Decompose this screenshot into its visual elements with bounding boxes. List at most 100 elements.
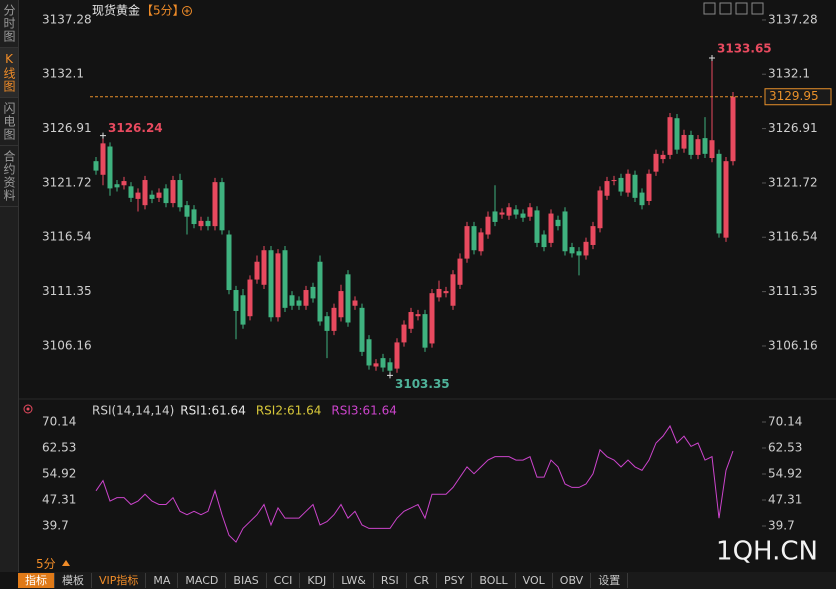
candle-body — [142, 180, 148, 206]
candle-body — [660, 154, 666, 160]
y-tick-label: 70.14 — [42, 415, 76, 429]
candle-body — [429, 293, 435, 344]
candle-body — [212, 182, 218, 227]
candle-body — [149, 194, 155, 199]
candle-body — [576, 251, 582, 256]
toolbar-item[interactable]: PSY — [437, 573, 473, 588]
y-tick-label-right: 3116.54 — [768, 230, 818, 244]
window-controls[interactable] — [703, 2, 764, 15]
toolbar-item[interactable]: 模板 — [55, 573, 92, 588]
candle-body — [156, 192, 162, 198]
candle-body — [233, 290, 239, 311]
candle-body — [611, 180, 617, 182]
candle-body — [254, 261, 260, 280]
toolbar-item[interactable]: RSI — [374, 573, 407, 588]
candle-body — [457, 258, 463, 285]
y-tick-label-right: 3106.16 — [768, 338, 818, 352]
candle-body — [716, 153, 722, 234]
panel-icon-dot — [26, 407, 30, 411]
candle-body — [401, 324, 407, 343]
toolbar-item[interactable]: CR — [407, 573, 438, 588]
toolbar-item[interactable]: BOLL — [472, 573, 516, 588]
toolbar-item[interactable]: BIAS — [226, 573, 267, 588]
add-icon[interactable] — [182, 6, 192, 16]
candle-body — [569, 247, 575, 254]
sidebar-tab[interactable]: K线图 — [0, 48, 18, 98]
candle-body — [93, 161, 99, 171]
sidebar-tab[interactable]: 闪电图 — [0, 98, 18, 146]
candle-body — [485, 216, 491, 235]
y-tick-label: 47.31 — [42, 493, 76, 507]
candle-body — [282, 250, 288, 308]
candle-body — [310, 286, 316, 299]
extreme-marker — [709, 54, 715, 61]
candle-body — [562, 211, 568, 252]
candle-body — [261, 250, 267, 285]
y-tick-label: 62.53 — [42, 441, 76, 455]
candle-body — [541, 234, 547, 248]
candle-body — [387, 362, 393, 371]
watermark: 1QH.CN — [716, 537, 818, 567]
extreme-label: 3133.65 — [717, 41, 772, 55]
candle-body — [324, 316, 330, 331]
candle-body — [604, 181, 610, 196]
y-tick-label: 39.7 — [42, 519, 69, 533]
toolbar: 指标 模板 VIP指标 MA MACD BIAS CCI KDJ LW& RSI CR PSY BOLL… — [18, 572, 836, 589]
sidebar-tab[interactable]: 合约资料 — [0, 146, 18, 207]
y-tick-label-right: 3111.35 — [768, 284, 818, 298]
period-arrow[interactable] — [62, 560, 70, 566]
candle-body — [296, 300, 302, 306]
candle-body — [394, 342, 400, 369]
candle-body — [240, 295, 246, 325]
toolbar-item[interactable]: KDJ — [300, 573, 335, 588]
candle-body — [520, 213, 526, 218]
y-tick-label: 3137.28 — [42, 12, 92, 26]
candle-body — [135, 192, 141, 199]
candle-body — [730, 96, 736, 162]
candle-body — [639, 192, 645, 206]
candle-body — [338, 291, 344, 318]
y-tick-label: 3126.91 — [42, 121, 92, 135]
candle-body — [163, 188, 169, 204]
candle-body — [513, 209, 519, 215]
y-tick-label-right: 54.92 — [768, 467, 802, 481]
candle-body — [107, 146, 113, 189]
panel-icon[interactable] — [23, 404, 33, 414]
candle-body — [443, 291, 449, 294]
candle-body — [247, 279, 253, 317]
candle-body — [345, 274, 351, 323]
toolbar-item[interactable]: VIP指标 — [92, 573, 147, 588]
toolbar-item[interactable]: MACD — [178, 573, 227, 588]
toolbar-item[interactable]: 设置 — [591, 573, 629, 588]
toolbar-item[interactable]: 指标 — [18, 573, 55, 588]
period-switch[interactable]: 5分 — [36, 557, 56, 571]
toolbar-item[interactable]: CCI — [267, 573, 301, 588]
toolbar-item[interactable]: VOL — [516, 573, 553, 588]
add-icon-plus — [184, 8, 190, 14]
candle-body — [464, 226, 470, 259]
candle-body — [681, 134, 687, 149]
toolbar-item[interactable]: OBV — [553, 573, 592, 588]
candle-body — [723, 161, 729, 238]
y-tick-label-right: 70.14 — [768, 415, 802, 429]
rsi-line — [95, 424, 734, 543]
y-tick-label-right: 3126.91 — [768, 121, 818, 135]
candle-body — [121, 181, 127, 186]
candle-body — [492, 211, 498, 222]
legend-entry: RSI2:61.64 — [256, 404, 322, 418]
candle-body — [317, 261, 323, 322]
candle-body — [303, 290, 309, 306]
last-price-label: 3129.95 — [769, 89, 819, 103]
candle-body — [667, 117, 673, 155]
candle-body — [527, 207, 533, 217]
candle-body — [583, 241, 589, 256]
candle-body — [688, 134, 694, 155]
sidebar-tab[interactable]: 分时图 — [0, 0, 18, 48]
candle-body — [226, 234, 232, 291]
y-tick-label: 3111.35 — [42, 284, 92, 298]
y-tick-label-right: 3132.1 — [768, 67, 810, 81]
toolbar-item[interactable]: LW& — [334, 573, 374, 588]
candle-body — [359, 307, 365, 352]
y-tick-label-right: 3121.72 — [768, 175, 818, 189]
toolbar-item[interactable]: MA — [146, 573, 179, 588]
